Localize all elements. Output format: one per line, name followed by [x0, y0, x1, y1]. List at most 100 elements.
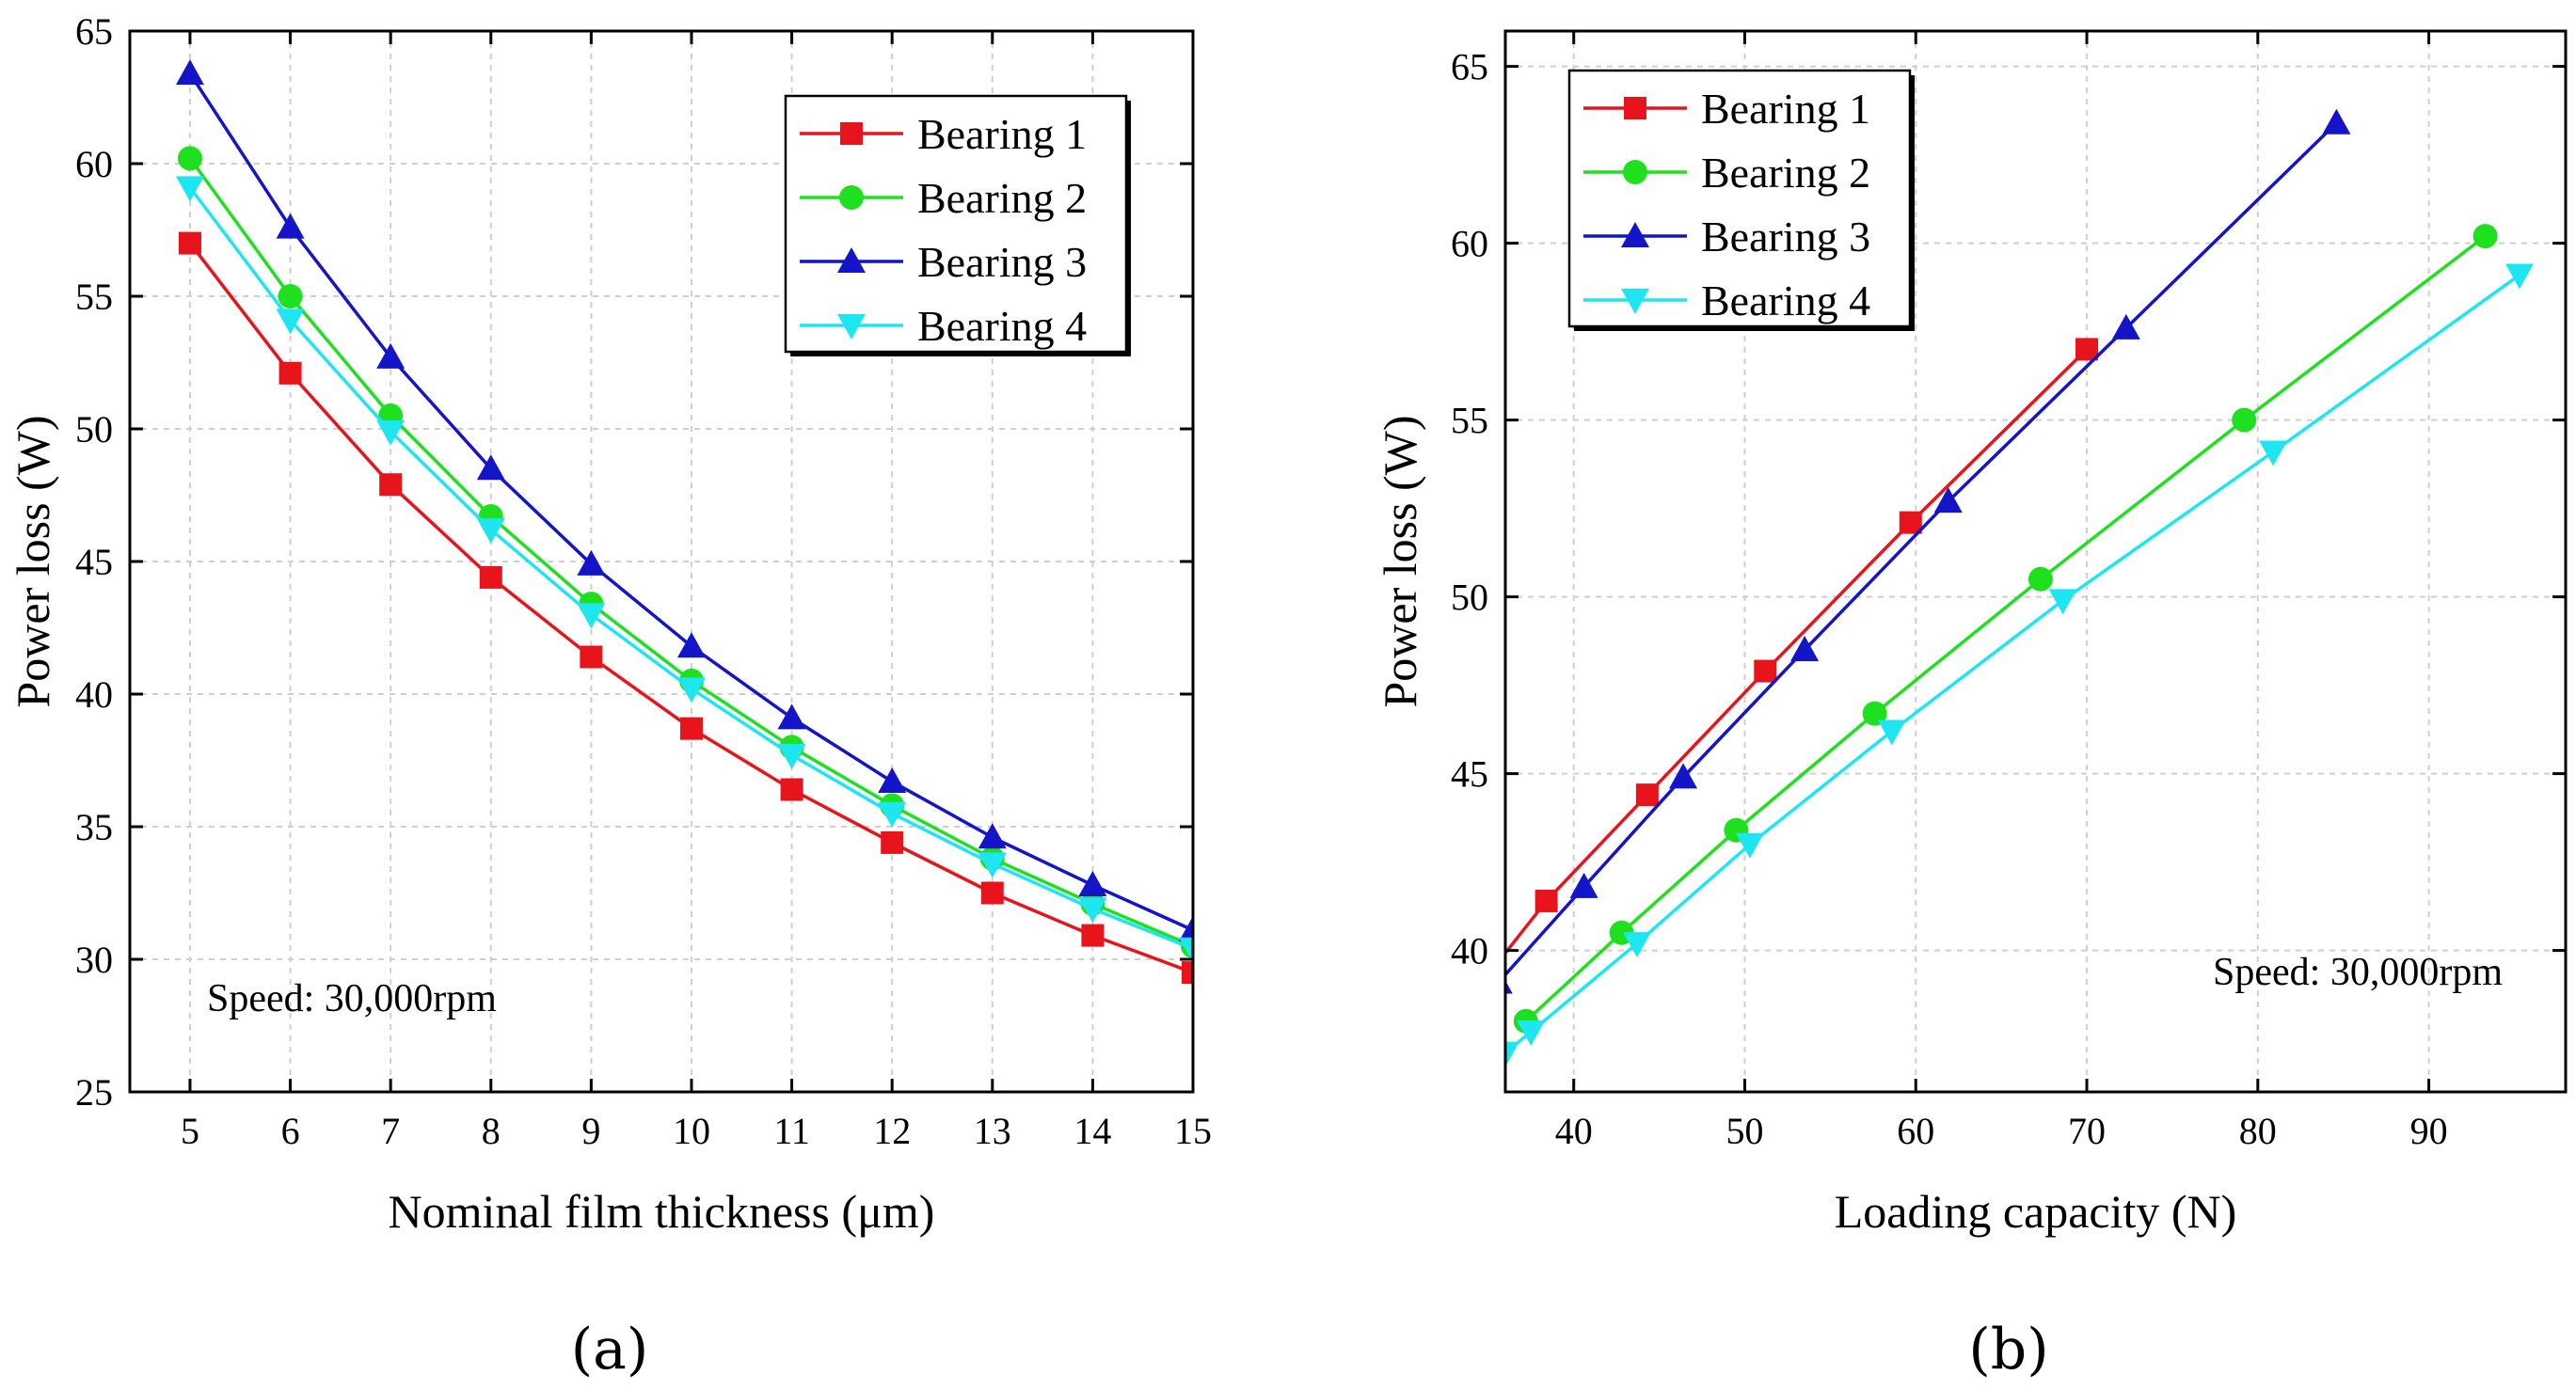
data-point — [1182, 961, 1193, 985]
y-tick-label: 40 — [75, 673, 113, 716]
x-tick-label: 12 — [873, 1110, 911, 1152]
speed-annotation: Speed: 30,000rpm — [2213, 951, 2503, 994]
y-axis-title: Power loss (W) — [1374, 415, 1426, 707]
x-tick-label: 70 — [2068, 1110, 2106, 1152]
data-point — [278, 284, 303, 308]
legend-marker — [837, 314, 866, 340]
plot-frame — [1503, 29, 2568, 1094]
legend-label: Bearing 2 — [1701, 149, 1870, 197]
data-point — [577, 603, 606, 629]
legend-label: Bearing 4 — [1701, 277, 1870, 324]
series-bearing-1 — [178, 231, 1193, 985]
legend-label: Bearing 3 — [917, 238, 1087, 286]
data-point — [777, 743, 806, 769]
legend-label: Bearing 2 — [917, 174, 1087, 222]
legend-item: Bearing 1 — [800, 110, 1087, 158]
x-axis-title: Nominal film thickness (μm) — [389, 1185, 935, 1238]
y-tick-label: 30 — [75, 939, 113, 981]
series-bearing-3 — [175, 59, 1193, 941]
data-point — [2232, 407, 2257, 433]
data-point — [276, 213, 305, 239]
data-point — [1179, 915, 1193, 941]
data-point — [1899, 511, 1922, 534]
data-point — [476, 518, 505, 545]
y-tick-label: 55 — [75, 276, 113, 318]
data-point — [1635, 783, 1659, 807]
data-point — [676, 632, 706, 658]
y-tick-label: 65 — [1451, 46, 1488, 88]
y-tick-label: 40 — [1451, 930, 1488, 972]
speed-annotation: Speed: 30,000rpm — [207, 977, 497, 1020]
data-point — [577, 549, 606, 576]
data-point — [2048, 589, 2077, 615]
data-point — [2111, 313, 2140, 340]
axes: 40 50 60 70 80 90 40 45 50 55 60 65 — [1451, 31, 2566, 1152]
data-point — [777, 703, 806, 730]
legend: Bearing 1 Bearing 2 Bearing 3 Bearing 4 — [784, 94, 1131, 356]
data-point — [980, 881, 1004, 905]
x-tick-label: 6 — [281, 1110, 300, 1152]
data-point — [2322, 108, 2351, 134]
panel-label: (a) — [571, 1317, 649, 1383]
legend-marker — [839, 185, 864, 210]
x-tick-label: 50 — [1725, 1110, 1763, 1152]
x-tick-label: 11 — [773, 1110, 810, 1152]
legend-item: Bearing 3 — [800, 238, 1087, 286]
legend-item: Bearing 2 — [1583, 149, 1870, 197]
y-tick-label: 65 — [75, 10, 113, 53]
data-point — [278, 361, 302, 385]
legend: Bearing 1 Bearing 2 Bearing 3 Bearing 4 — [1567, 69, 1915, 331]
data-point — [376, 342, 405, 369]
series-bearing-3 — [1505, 108, 2351, 994]
data-point — [1179, 937, 1193, 963]
x-tick-label: 5 — [181, 1110, 199, 1152]
data-point — [2504, 263, 2534, 290]
legend-marker — [837, 247, 866, 273]
legend-marker — [1624, 97, 1646, 119]
x-tick-label: 15 — [1174, 1110, 1212, 1152]
x-tick-label: 14 — [1073, 1110, 1111, 1152]
legend-marker — [840, 122, 863, 145]
data-point — [1790, 636, 1820, 661]
x-tick-label: 90 — [2410, 1110, 2448, 1152]
data-point — [178, 231, 201, 255]
y-tick-label: 35 — [75, 806, 113, 848]
data-point — [1078, 897, 1107, 924]
data-point — [1569, 872, 1598, 898]
series-line — [1505, 274, 2520, 1054]
legend-item: Bearing 4 — [800, 302, 1087, 350]
x-tick-label: 10 — [673, 1110, 710, 1152]
series-bearing-4 — [1505, 263, 2534, 1067]
data-point — [978, 852, 1007, 878]
y-tick-label: 50 — [75, 408, 113, 450]
data-point — [379, 473, 403, 497]
legend-marker — [1621, 289, 1649, 314]
y-axis-title: Power loss (W) — [7, 415, 59, 707]
series-bearing-1 — [1460, 338, 2099, 1007]
data-point — [1460, 985, 1483, 1007]
data-point — [2027, 566, 2053, 592]
legend-label: Bearing 4 — [917, 302, 1087, 350]
legend-marker — [1623, 160, 1647, 184]
x-tick-label: 7 — [381, 1110, 400, 1152]
grid — [1505, 31, 2566, 1092]
x-tick-label: 9 — [581, 1110, 600, 1152]
y-tick-label: 60 — [1451, 223, 1488, 265]
data-point — [175, 59, 204, 86]
data-point — [780, 778, 803, 801]
data-point — [878, 801, 907, 828]
data-point — [479, 565, 502, 589]
data-point — [676, 677, 706, 703]
data-point — [2473, 224, 2498, 249]
y-tick-label: 45 — [1451, 753, 1488, 796]
series-bearing-4 — [175, 176, 1193, 963]
data-point — [1877, 719, 1906, 746]
data-point — [1735, 832, 1764, 859]
y-tick-label: 45 — [75, 541, 113, 583]
x-tick-label: 80 — [2239, 1110, 2277, 1152]
data-point — [476, 454, 505, 481]
data-point — [1505, 1041, 1519, 1067]
x-tick-label: 8 — [482, 1110, 501, 1152]
data-point — [1669, 763, 1698, 789]
